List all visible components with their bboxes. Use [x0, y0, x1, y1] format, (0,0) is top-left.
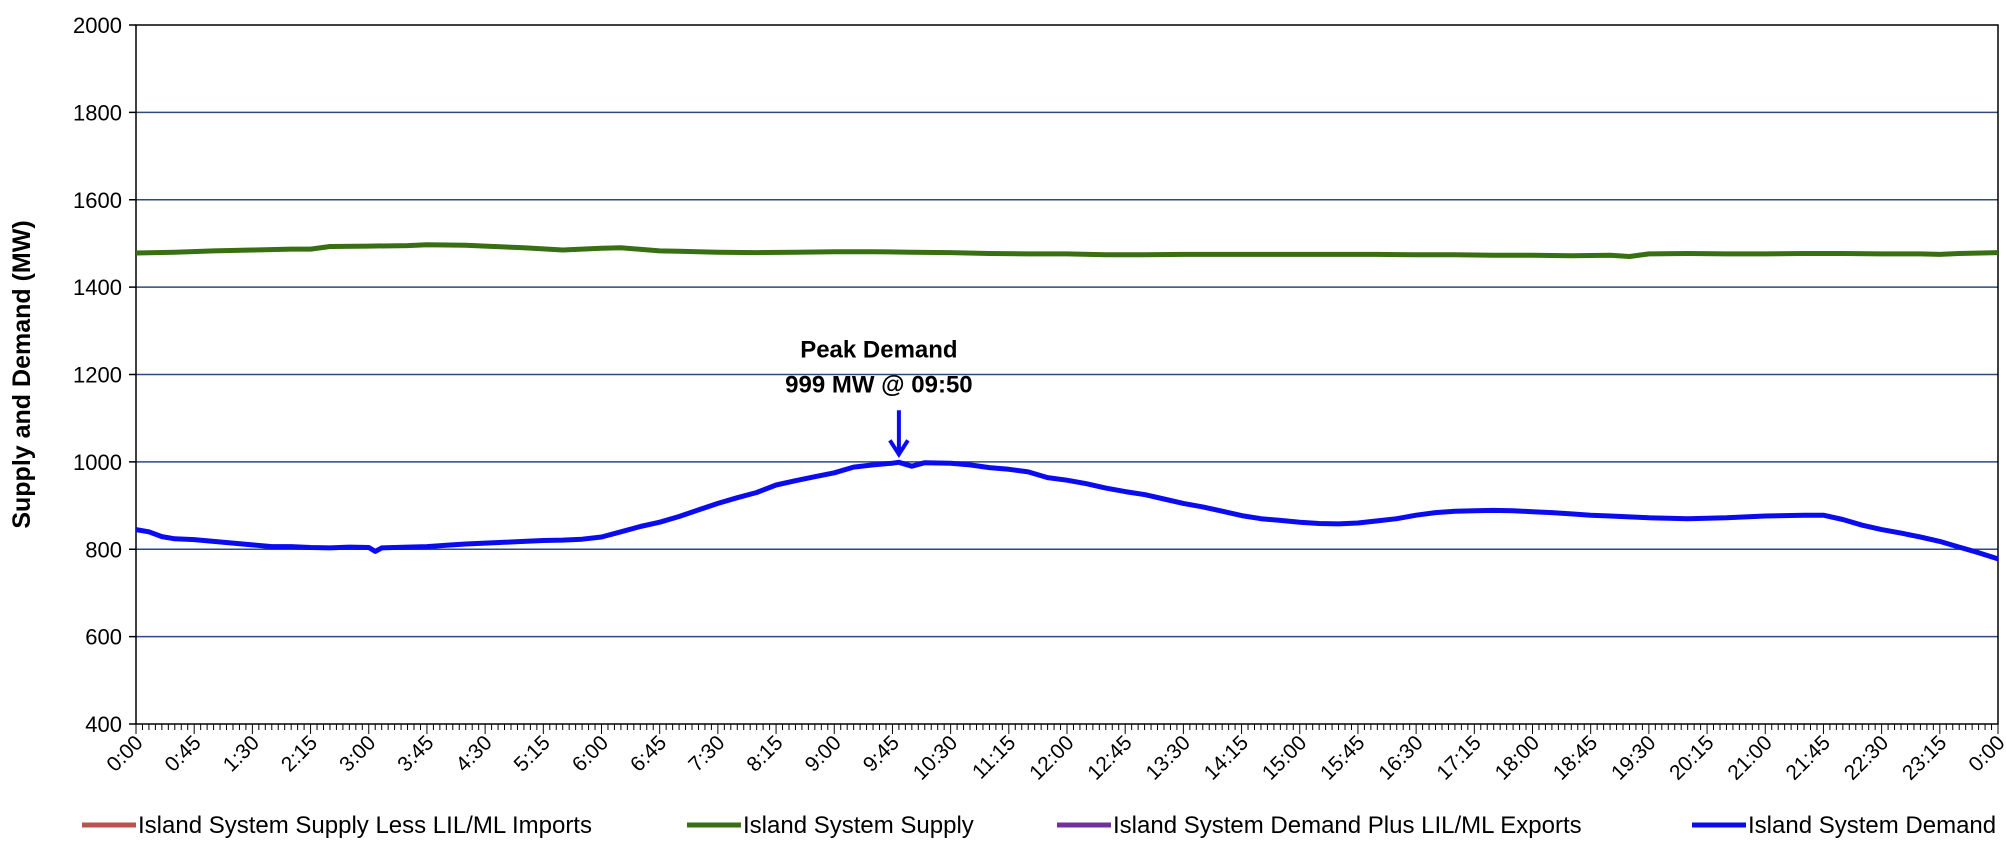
legend-label: Island System Supply Less LIL/ML Imports — [138, 812, 592, 839]
series-line-island-system-supply — [135, 242, 1999, 259]
x-tick-label: 10:30 — [909, 731, 962, 784]
x-tick-label: 0:45 — [161, 731, 206, 776]
x-tick-label: 6:00 — [568, 731, 613, 776]
x-tick-label: 1:30 — [219, 731, 264, 776]
x-tick-label: 19:30 — [1607, 731, 1660, 784]
y-tick-label: 1200 — [73, 363, 122, 388]
y-tick-label: 600 — [85, 625, 122, 650]
y-tick-label: 1000 — [73, 450, 122, 475]
y-axis-ticks: 400 600 800 1000 1200 1400 1600 1800 2000 — [73, 13, 136, 737]
x-axis-ticks: 0:00 0:45 1:30 2:15 3:00 3:45 4:30 5:15 6:00 6:45… — [102, 724, 2006, 785]
x-tick-label: 0:00 — [102, 731, 147, 776]
x-tick-label: 14:15 — [1200, 731, 1253, 784]
x-tick-label: 9:00 — [801, 731, 846, 776]
y-tick-label: 800 — [85, 537, 122, 562]
x-tick-label: 23:15 — [1898, 731, 1951, 784]
series-line-island-system-demand — [135, 459, 1999, 562]
x-tick-label: 15:45 — [1316, 731, 1369, 784]
x-tick-label: 0:00 — [1964, 731, 2006, 776]
gridlines — [136, 111, 1998, 638]
peak-annotation-value: 999 MW @ 09:50 — [785, 371, 972, 398]
y-tick-label: 1400 — [73, 275, 122, 300]
x-tick-label: 21:00 — [1723, 731, 1776, 784]
legend-label: Island System Supply — [743, 812, 974, 839]
x-tick-label: 9:45 — [859, 731, 904, 776]
x-tick-label: 3:00 — [335, 731, 380, 776]
plot-area — [135, 24, 1999, 725]
x-tick-label: 5:15 — [510, 731, 555, 776]
legend: Island System Supply Less LIL/ML Imports… — [82, 812, 1996, 839]
x-tick-label: 8:15 — [742, 731, 787, 776]
x-tick-label: 15:00 — [1258, 731, 1311, 784]
x-tick-label: 18:45 — [1549, 731, 1602, 784]
x-tick-label: 17:15 — [1432, 731, 1485, 784]
x-tick-label: 16:30 — [1374, 731, 1427, 784]
y-axis-label: Supply and Demand (MW) — [8, 220, 36, 528]
x-tick-label: 11:15 — [968, 731, 1020, 783]
peak-arrow-icon — [888, 410, 910, 459]
y-tick-label: 1800 — [73, 100, 122, 125]
x-tick-label: 13:30 — [1141, 731, 1194, 784]
x-tick-label: 6:45 — [626, 731, 671, 776]
series-lines — [135, 242, 1999, 562]
x-tick-label: 7:30 — [684, 731, 729, 776]
peak-annotation: Peak Demand 999 MW @ 09:50 — [785, 336, 973, 459]
x-tick-label: 2:15 — [277, 731, 322, 776]
x-tick-label: 4:30 — [451, 731, 496, 776]
x-tick-label: 3:45 — [393, 731, 438, 776]
y-tick-label: 2000 — [73, 13, 122, 38]
y-tick-label: 400 — [85, 712, 122, 737]
y-tick-label: 1600 — [73, 188, 122, 213]
x-tick-label: 18:00 — [1491, 731, 1544, 784]
peak-annotation-title: Peak Demand — [800, 336, 957, 363]
legend-label: Island System Demand Plus LIL/ML Exports — [1113, 812, 1582, 839]
legend-label: Island System Demand — [1748, 812, 1996, 839]
x-tick-label: 20:15 — [1665, 731, 1718, 784]
x-tick-label: 12:45 — [1083, 731, 1136, 784]
x-tick-label: 21:45 — [1782, 731, 1835, 784]
x-tick-label: 22:30 — [1840, 731, 1893, 784]
x-tick-label: 12:00 — [1025, 731, 1078, 784]
